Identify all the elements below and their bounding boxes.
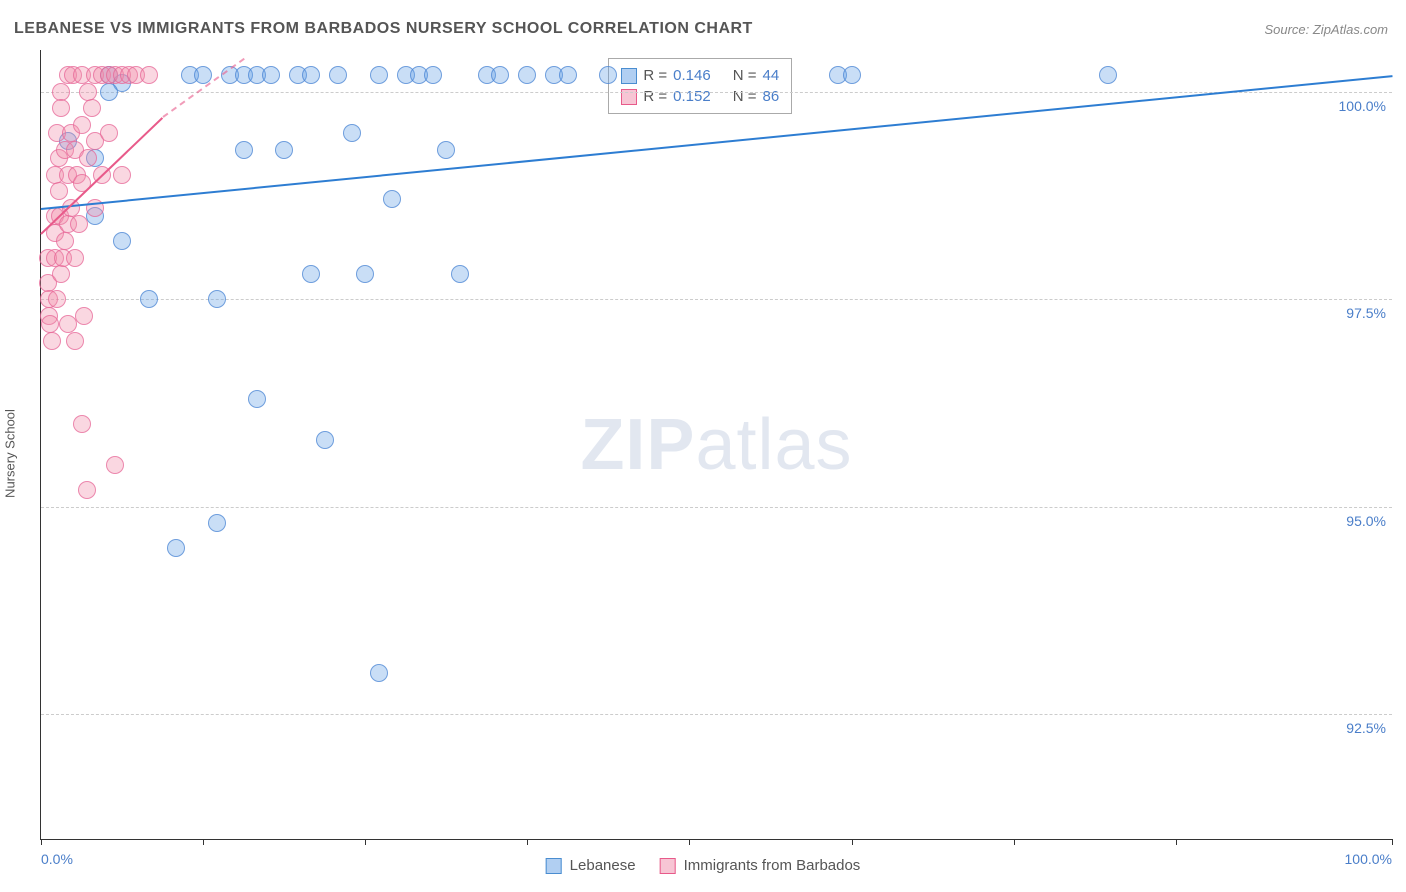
data-point — [518, 66, 536, 84]
gridline — [41, 299, 1392, 300]
y-tick-label: 97.5% — [1346, 305, 1386, 321]
data-point — [316, 431, 334, 449]
x-tick — [41, 839, 42, 845]
x-tick — [852, 839, 853, 845]
data-point — [78, 481, 96, 499]
y-tick-label: 100.0% — [1339, 98, 1386, 114]
data-point — [59, 315, 77, 333]
data-point — [140, 290, 158, 308]
data-point — [41, 315, 59, 333]
data-point — [451, 265, 469, 283]
data-point — [559, 66, 577, 84]
data-point — [113, 166, 131, 184]
watermark-bold: ZIP — [580, 405, 695, 485]
x-tick — [527, 839, 528, 845]
data-point — [262, 66, 280, 84]
gridline — [41, 92, 1392, 93]
legend-square-pink-icon — [660, 858, 676, 874]
data-point — [73, 415, 91, 433]
legend-square-blue-icon — [546, 858, 562, 874]
data-point — [235, 141, 253, 159]
data-point — [83, 99, 101, 117]
data-point — [370, 664, 388, 682]
data-point — [52, 99, 70, 117]
legend-label: Immigrants from Barbados — [684, 857, 861, 874]
y-tick-label: 92.5% — [1346, 720, 1386, 736]
r-value: 0.146 — [673, 67, 711, 84]
data-point — [208, 514, 226, 532]
gridline — [41, 507, 1392, 508]
data-point — [140, 66, 158, 84]
data-point — [1099, 66, 1117, 84]
data-point — [275, 141, 293, 159]
r-label: R = — [643, 67, 667, 84]
series-legend: Lebanese Immigrants from Barbados — [546, 857, 861, 874]
y-tick-label: 95.0% — [1346, 513, 1386, 529]
data-point — [43, 332, 61, 350]
x-tick — [1392, 839, 1393, 845]
data-point — [75, 307, 93, 325]
data-point — [62, 199, 80, 217]
data-point — [100, 124, 118, 142]
x-tick — [365, 839, 366, 845]
data-point — [52, 265, 70, 283]
stats-row-pink: R = 0.152 N = 86 — [621, 86, 779, 107]
data-point — [424, 66, 442, 84]
legend-item-lebanese: Lebanese — [546, 857, 636, 874]
source-attribution: Source: ZipAtlas.com — [1264, 22, 1388, 37]
x-axis-min-label: 0.0% — [41, 851, 73, 867]
data-point — [491, 66, 509, 84]
data-point — [437, 141, 455, 159]
data-point — [302, 265, 320, 283]
x-tick — [203, 839, 204, 845]
data-point — [248, 390, 266, 408]
data-point — [167, 539, 185, 557]
data-point — [843, 66, 861, 84]
chart-container: LEBANESE VS IMMIGRANTS FROM BARBADOS NUR… — [0, 0, 1406, 892]
data-point — [302, 66, 320, 84]
n-label: N = — [733, 67, 757, 84]
data-point — [370, 66, 388, 84]
data-point — [113, 232, 131, 250]
stats-legend: R = 0.146 N = 44 R = 0.152 N = 86 — [608, 58, 792, 114]
legend-square-blue-icon — [621, 68, 637, 84]
data-point — [79, 83, 97, 101]
stats-row-blue: R = 0.146 N = 44 — [621, 65, 779, 86]
plot-area: ZIPatlas R = 0.146 N = 44 R = 0.152 N = … — [40, 50, 1392, 840]
data-point — [48, 290, 66, 308]
n-value: 44 — [762, 67, 779, 84]
data-point — [343, 124, 361, 142]
data-point — [73, 116, 91, 134]
data-point — [66, 332, 84, 350]
data-point — [599, 66, 617, 84]
x-tick — [689, 839, 690, 845]
chart-title: LEBANESE VS IMMIGRANTS FROM BARBADOS NUR… — [14, 20, 753, 38]
data-point — [66, 249, 84, 267]
data-point — [329, 66, 347, 84]
y-axis-label: Nursery School — [3, 409, 18, 498]
data-point — [356, 265, 374, 283]
watermark-light: atlas — [695, 405, 852, 485]
data-point — [100, 83, 118, 101]
data-point — [383, 190, 401, 208]
x-axis-max-label: 100.0% — [1345, 851, 1392, 867]
data-point — [208, 290, 226, 308]
data-point — [106, 456, 124, 474]
x-tick — [1176, 839, 1177, 845]
legend-label: Lebanese — [570, 857, 636, 874]
data-point — [52, 83, 70, 101]
data-point — [56, 232, 74, 250]
legend-item-barbados: Immigrants from Barbados — [660, 857, 861, 874]
gridline — [41, 714, 1392, 715]
data-point — [70, 215, 88, 233]
data-point — [50, 182, 68, 200]
data-point — [79, 149, 97, 167]
watermark: ZIPatlas — [580, 404, 852, 486]
x-tick — [1014, 839, 1015, 845]
